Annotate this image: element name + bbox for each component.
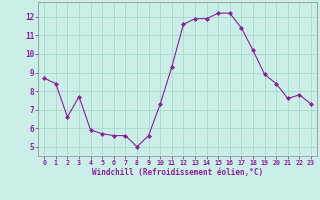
X-axis label: Windchill (Refroidissement éolien,°C): Windchill (Refroidissement éolien,°C) bbox=[92, 168, 263, 177]
